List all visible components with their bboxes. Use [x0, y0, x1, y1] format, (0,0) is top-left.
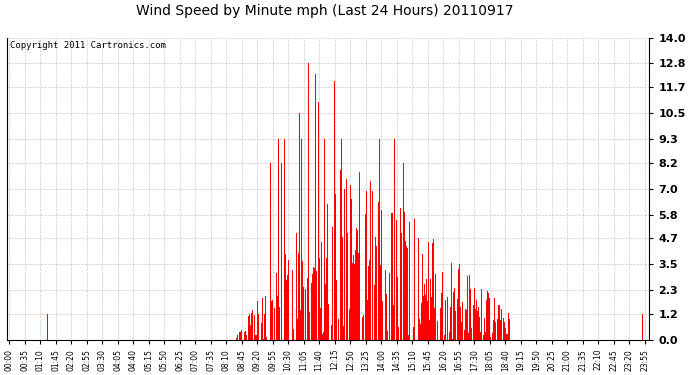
Text: Wind Speed by Minute mph (Last 24 Hours) 20110917: Wind Speed by Minute mph (Last 24 Hours)…	[135, 4, 513, 18]
Text: Copyright 2011 Cartronics.com: Copyright 2011 Cartronics.com	[10, 40, 166, 50]
